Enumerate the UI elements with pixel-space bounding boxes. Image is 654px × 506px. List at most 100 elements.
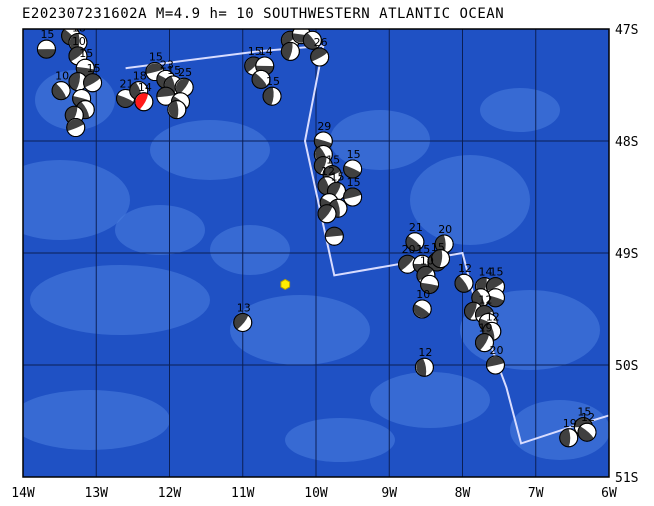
depth-label: 20	[489, 344, 503, 357]
longitude-tick-labels: 14W 13W 12W 11W 10W 9W 8W 7W 6W	[11, 486, 617, 501]
latitude-tick-labels: 47S 48S 49S 50S 51S	[615, 23, 638, 486]
lat-tick-label: 51S	[615, 471, 638, 486]
depth-label: 21	[409, 221, 423, 234]
focal-mechanism: 26	[310, 36, 330, 67]
depth-label: 15	[79, 47, 93, 60]
focal-mechanism: 15	[36, 28, 56, 59]
depth-label: 12	[458, 262, 472, 275]
focal-mechanism: 10	[302, 19, 322, 50]
focal-mechanism: 15	[322, 154, 342, 185]
lat-tick-label: 47S	[615, 23, 638, 38]
depth-label: 14	[138, 81, 152, 94]
focal-mechanism-layer: 1518101510152118141523152515141522151026…	[36, 14, 597, 448]
epicenter-marker[interactable]	[280, 278, 291, 290]
depth-label: 13	[237, 301, 251, 314]
bathymetry-shading	[23, 70, 609, 462]
depth-label: 19	[478, 322, 492, 335]
depth-label: 14	[478, 266, 492, 279]
focal-mechanism: 19	[474, 322, 494, 353]
focal-mechanism	[324, 226, 344, 246]
lon-tick-label: 7W	[528, 486, 544, 501]
lon-tick-label: 8W	[455, 486, 471, 501]
focal-mechanism	[167, 100, 187, 120]
focal-mechanism: 12	[317, 165, 337, 196]
focal-mechanism: 15	[343, 148, 363, 179]
focal-mechanism: 12	[577, 411, 597, 442]
focal-mechanism	[66, 118, 86, 138]
depth-label: 19	[563, 417, 577, 430]
focal-mechanism: 19	[559, 417, 579, 448]
depth-label: 29	[317, 120, 331, 133]
focal-mechanism: 10	[51, 70, 71, 101]
depth-label: 15	[331, 170, 345, 183]
lon-tick-label: 10W	[304, 486, 328, 501]
map-frame	[22, 28, 610, 478]
lon-tick-label: 13W	[85, 486, 109, 501]
lon-tick-label: 6W	[601, 486, 617, 501]
plate-boundary-line	[125, 44, 609, 445]
depth-label: 15	[489, 266, 503, 279]
depth-label: 15	[167, 64, 181, 77]
focal-mechanism	[280, 41, 300, 61]
focal-mechanism: 25	[174, 66, 194, 97]
depth-label: 12	[486, 310, 500, 323]
depth-label: 18	[72, 21, 86, 34]
focal-mechanism: 12	[414, 346, 434, 377]
lat-tick-label: 49S	[615, 247, 638, 262]
depth-label: 15	[416, 243, 430, 256]
depth-label: 20	[438, 223, 452, 236]
focal-mechanism: 15	[343, 176, 363, 207]
focal-mechanism: 21	[405, 221, 425, 252]
depth-label: 15	[149, 51, 163, 64]
depth-label: 15	[248, 45, 262, 58]
depth-label: 18	[133, 70, 147, 83]
focal-mechanism: 15	[262, 75, 282, 106]
depth-label: 10	[416, 288, 430, 301]
focal-mechanism	[156, 86, 176, 106]
depth-label: 15	[326, 154, 340, 167]
focal-mechanism: 20	[485, 344, 505, 375]
depth-label: 12	[418, 346, 432, 359]
focal-mechanism: 14	[134, 81, 154, 112]
focal-mechanism	[431, 249, 451, 269]
focal-mechanism: 15	[83, 62, 103, 93]
depth-label: 23	[160, 58, 174, 71]
depth-label: 10	[306, 19, 320, 32]
depth-label: 15	[266, 75, 280, 88]
depth-label: 15	[347, 176, 361, 189]
focal-mechanism	[251, 69, 271, 89]
focal-mechanism: 20	[398, 243, 418, 274]
depth-label: 14	[259, 45, 273, 58]
depth-label: 15	[40, 28, 54, 41]
depth-label: 10	[55, 70, 69, 83]
depth-label: 26	[314, 36, 328, 49]
lat-tick-label: 48S	[615, 135, 638, 150]
depth-label: 12	[581, 411, 595, 424]
depth-label: 22	[284, 19, 298, 32]
focal-mechanism: 18	[68, 21, 88, 52]
depth-label: 20	[402, 243, 416, 256]
map-title: E202307231602A M=4.9 h= 10 SOUTHWESTERN …	[22, 6, 505, 22]
depth-label: 10	[420, 254, 434, 267]
depth-label: 15	[577, 406, 591, 419]
focal-mechanism	[420, 274, 440, 294]
focal-mechanism: 12	[454, 262, 474, 293]
depth-label: 12	[478, 294, 492, 307]
depth-label: 25	[178, 66, 192, 79]
focal-mechanism: 10	[412, 288, 432, 319]
lon-tick-label: 12W	[158, 486, 182, 501]
focal-mechanism: 13	[233, 301, 253, 332]
focal-mechanism: 15	[485, 266, 505, 297]
depth-label: 10	[72, 35, 86, 48]
depth-label: 15	[87, 62, 101, 75]
focal-mechanism	[317, 204, 337, 224]
lon-tick-label: 11W	[231, 486, 255, 501]
graticule	[23, 29, 609, 477]
depth-label: 12	[321, 165, 335, 178]
depth-label: 15	[295, 14, 309, 27]
lon-tick-label: 9W	[381, 486, 397, 501]
lon-tick-label: 14W	[11, 486, 35, 501]
depth-label: 15	[347, 148, 361, 161]
lat-tick-label: 50S	[615, 359, 638, 374]
